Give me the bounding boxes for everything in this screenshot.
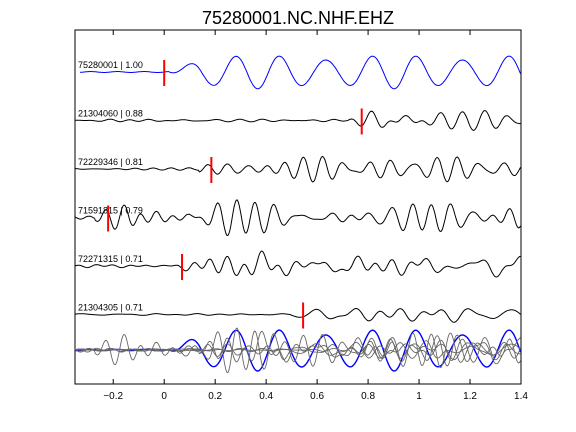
trace-line	[74, 155, 521, 183]
x-tick-label: 1.4	[514, 391, 528, 402]
trace-label: 21304305 | 0.71	[78, 303, 143, 313]
trace-line	[80, 55, 521, 90]
plot-border	[74, 29, 522, 385]
trace-line	[74, 109, 521, 131]
x-tick-label: 0	[161, 391, 167, 402]
trace: 75280001 | 1.00	[78, 55, 521, 90]
x-tick-label: 1	[416, 391, 422, 402]
trace-label: 71591815 | 0.79	[78, 206, 143, 216]
trace-label: 21304060 | 0.88	[78, 109, 143, 119]
plot-frame	[74, 29, 522, 385]
trace: 71591815 | 0.79	[74, 199, 521, 237]
overlay-stack	[74, 327, 522, 373]
x-tick-label: 1.2	[463, 391, 477, 402]
traces: 75280001 | 1.00 21304060 | 0.88 72229346 |…	[74, 55, 521, 329]
trace: 21304305 | 0.71	[74, 302, 521, 329]
trace-label: 75280001 | 1.00	[78, 60, 143, 70]
trace-line	[74, 199, 521, 237]
trace: 21304060 | 0.88	[74, 108, 521, 135]
overlay-trace-line	[74, 327, 521, 373]
overlay-trace-line	[74, 342, 521, 361]
trace-label: 72271315 | 0.71	[78, 254, 143, 264]
x-axis: −0.2 0 0.2 0.4 0.6 0.8 1 1.2 1.4	[103, 30, 528, 402]
chart-title: 75280001.NC.NHF.EHZ	[202, 8, 394, 28]
trace: 72229346 | 0.81	[74, 155, 521, 183]
x-tick-label: 0.4	[259, 391, 273, 402]
trace-label: 72229346 | 0.81	[78, 157, 143, 167]
trace: 72271315 | 0.71	[74, 250, 521, 280]
x-tick-label: 0.8	[361, 391, 375, 402]
trace-line	[74, 250, 521, 278]
x-tick-label: 0.6	[310, 391, 324, 402]
x-tick-label: 0.2	[208, 391, 222, 402]
trace-line	[74, 307, 521, 323]
x-tick-label: −0.2	[103, 391, 123, 402]
